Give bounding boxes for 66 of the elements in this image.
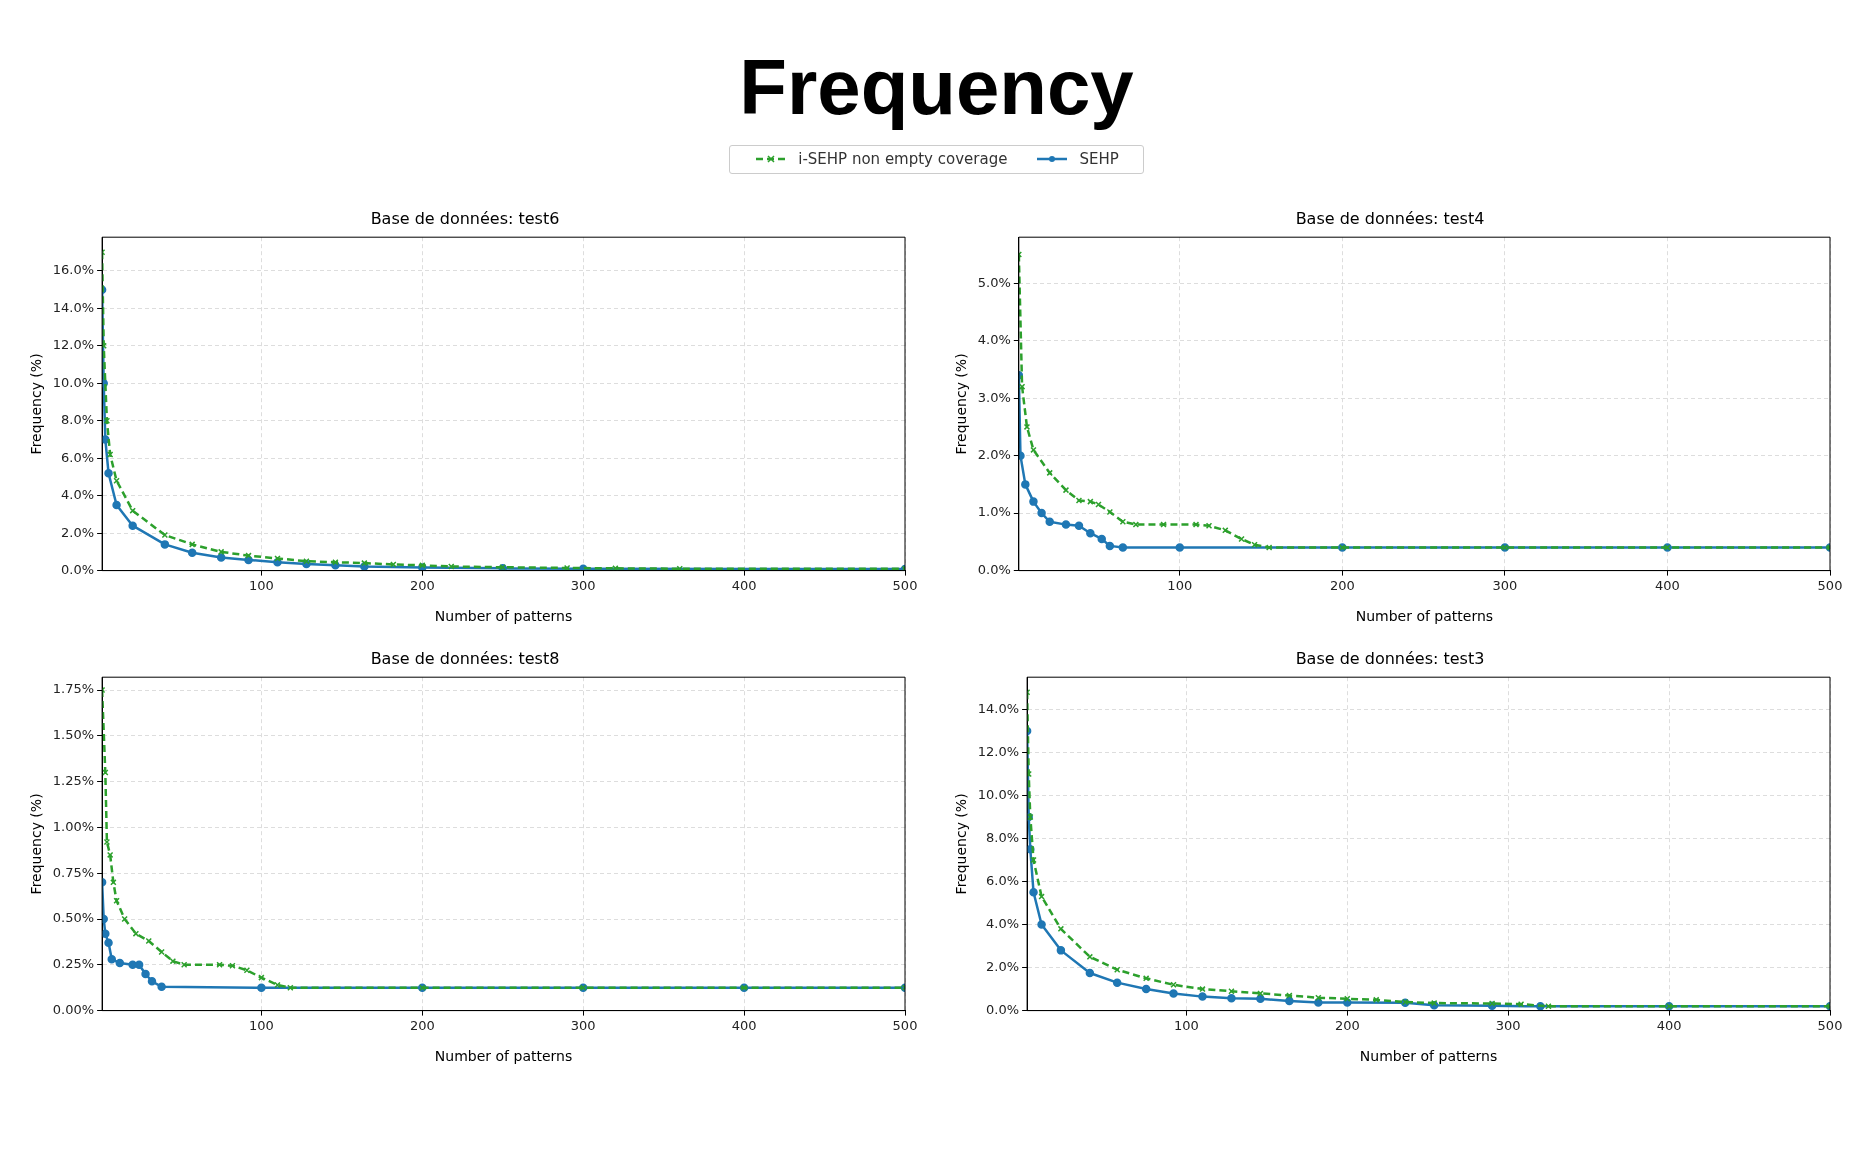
y-tick-label: 4.0% — [986, 915, 1020, 931]
x-tick-label: 100 — [1167, 577, 1193, 593]
x-tick-label: 300 — [570, 577, 596, 593]
x-tick-label: 400 — [731, 1017, 757, 1033]
y-tick-label: 8.0% — [61, 412, 95, 428]
x-tick-label: 400 — [731, 577, 757, 593]
x-tick-label: 100 — [248, 1017, 274, 1033]
y-tick-label: 0.0% — [61, 561, 95, 577]
x-tick-label: 200 — [1334, 1017, 1360, 1033]
y-axis-title: Frequency (%) — [953, 793, 970, 895]
y-tick-label: 6.0% — [986, 872, 1020, 888]
y-tick-label: 16.0% — [52, 262, 95, 278]
y-tick-label: 0.50% — [52, 910, 95, 926]
y-tick-label: 10.0% — [977, 786, 1020, 802]
y-tick-label: 0.25% — [52, 956, 95, 972]
y-tick-label: 8.0% — [986, 829, 1020, 845]
x-tick-label: 100 — [1173, 1017, 1199, 1033]
y-tick-label: 4.0% — [977, 332, 1011, 348]
x-axis-title: Number of patterns — [1359, 1048, 1498, 1065]
x-tick-label: 200 — [409, 577, 435, 593]
y-tick-label: 0.0% — [977, 561, 1011, 577]
y-tick-label: 12.0% — [52, 337, 95, 353]
y-tick-label: 0.00% — [52, 1001, 95, 1017]
x-axis-title: Number of patterns — [1355, 608, 1494, 625]
y-tick-label: 1.00% — [52, 818, 95, 834]
x-tick-label: 100 — [248, 577, 274, 593]
x-tick-label: 400 — [1656, 1017, 1682, 1033]
y-tick-label: 2.0% — [977, 447, 1011, 463]
x-tick-label: 200 — [409, 1017, 435, 1033]
x-tick-label: 500 — [1817, 577, 1843, 593]
y-tick-label: 6.0% — [61, 449, 95, 465]
x-tick-label: 500 — [892, 1017, 918, 1033]
y-tick-label: 1.50% — [52, 727, 95, 743]
chart-title: Base de données: test8 — [370, 648, 560, 668]
x-tick-label: 500 — [892, 577, 918, 593]
x-tick-label: 500 — [1817, 1017, 1843, 1033]
x-tick-label: 300 — [570, 1017, 596, 1033]
y-axis-title: Frequency (%) — [28, 353, 45, 455]
x-tick-label: 300 — [1495, 1017, 1521, 1033]
y-tick-label: 1.75% — [52, 681, 95, 697]
y-tick-label: 3.0% — [977, 389, 1011, 405]
y-tick-label: 2.0% — [61, 524, 95, 540]
x-tick-label: 300 — [1492, 577, 1518, 593]
x-axis-title: Number of patterns — [434, 608, 573, 625]
y-tick-label: 1.0% — [977, 504, 1011, 520]
y-tick-label: 0.75% — [52, 864, 95, 880]
y-tick-label: 12.0% — [977, 743, 1020, 759]
x-tick-label: 400 — [1655, 577, 1680, 593]
x-tick-label: 200 — [1329, 577, 1355, 593]
chart-title: Base de données: test3 — [1295, 648, 1485, 668]
legend-label: SEHP — [1079, 150, 1119, 168]
y-tick-label: 5.0% — [977, 274, 1011, 290]
chart-title: Base de données: test6 — [370, 208, 560, 228]
y-tick-label: 4.0% — [61, 487, 95, 503]
y-tick-label: 14.0% — [977, 700, 1020, 716]
y-tick-label: 10.0% — [52, 374, 95, 390]
y-tick-label: 0.0% — [986, 1001, 1020, 1017]
chart-title: Base de données: test4 — [1295, 208, 1485, 228]
y-tick-label: 1.25% — [52, 772, 95, 788]
x-axis-title: Number of patterns — [434, 1048, 573, 1065]
y-tick-label: 14.0% — [52, 299, 95, 315]
y-axis-title: Frequency (%) — [953, 353, 970, 455]
y-tick-label: 2.0% — [986, 958, 1020, 974]
text: Frequency — [738, 42, 1135, 133]
y-axis-title: Frequency (%) — [28, 793, 45, 895]
legend-label: i-SEHP non empty coverage — [798, 150, 1008, 168]
